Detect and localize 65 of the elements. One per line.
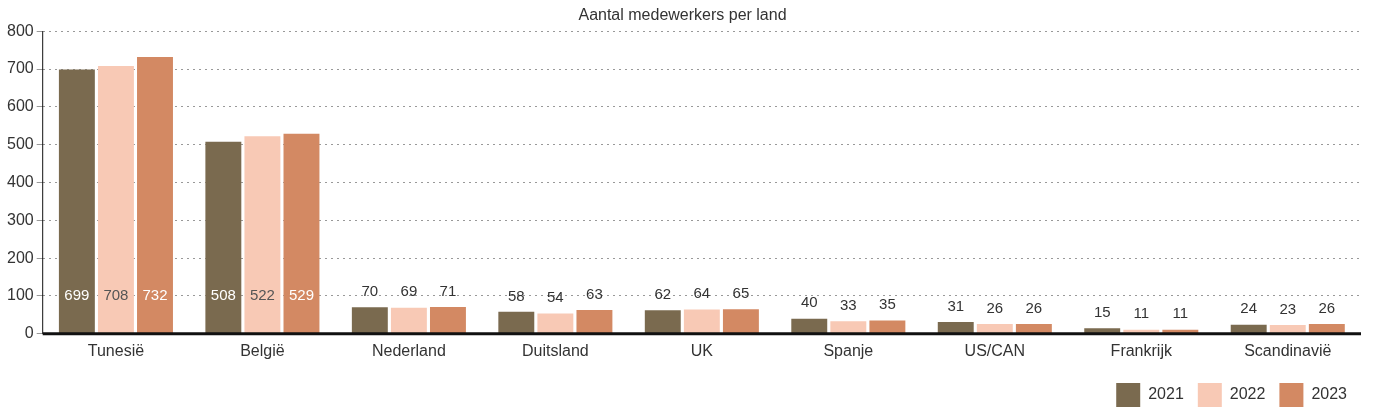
data-label: 71	[439, 281, 457, 299]
data-label: 33	[839, 295, 857, 313]
data-label: 11	[1133, 304, 1150, 322]
data-label: 708	[103, 285, 129, 303]
y-tick-label: 300	[6, 210, 34, 228]
bar	[205, 141, 242, 334]
data-label: 699	[64, 285, 90, 303]
y-tick-label: 400	[6, 172, 34, 190]
legend-label: 2021	[1148, 385, 1184, 403]
bar	[137, 56, 173, 334]
bar	[390, 307, 427, 334]
x-tick-label: Nederland	[371, 341, 446, 359]
bar	[644, 310, 681, 334]
bar	[498, 311, 535, 334]
data-label: 63	[586, 284, 603, 302]
chart-title: Aantal medewerkers per land	[578, 6, 787, 24]
y-tick-label: 200	[6, 248, 34, 266]
data-label: 529	[288, 285, 314, 303]
bar	[830, 321, 867, 334]
y-tick-label: 700	[6, 59, 34, 77]
data-label: 732	[142, 285, 168, 303]
legend-label: 2023	[1311, 385, 1348, 403]
y-tick-label: 500	[6, 135, 34, 153]
data-label: 11	[1172, 304, 1189, 322]
data-label: 23	[1279, 299, 1297, 317]
data-label: 26	[1025, 298, 1043, 316]
x-tick-label: Frankrijk	[1110, 341, 1173, 359]
bar	[429, 306, 466, 334]
data-label: 522	[249, 285, 275, 303]
data-label: 40	[800, 293, 818, 311]
bar	[283, 133, 320, 334]
x-tick-label: Duitsland	[522, 341, 589, 359]
bar	[58, 69, 95, 334]
y-tick-label: 600	[6, 97, 34, 115]
data-label: 24	[1240, 299, 1258, 317]
data-label: 26	[986, 298, 1004, 316]
y-tick-label: 800	[6, 21, 34, 39]
x-tick-label: Spanje	[823, 341, 874, 359]
data-label: 64	[693, 284, 711, 302]
bar	[722, 309, 759, 334]
data-label: 58	[507, 286, 525, 304]
data-label: 70	[361, 281, 379, 299]
data-label: 62	[654, 284, 672, 302]
bar	[244, 136, 281, 334]
x-tick-label: België	[240, 341, 285, 359]
x-tick-label: US/CAN	[964, 341, 1026, 359]
y-tick-label: 100	[6, 286, 34, 304]
bar	[576, 309, 613, 334]
data-label: 508	[210, 285, 236, 303]
x-tick-label: Tunesië	[87, 341, 145, 359]
legend-label: 2022	[1229, 385, 1266, 403]
bar	[97, 66, 134, 334]
data-label: 26	[1318, 298, 1336, 316]
x-tick-label: Scandinavië	[1244, 341, 1332, 359]
x-tick-label: UK	[690, 341, 714, 359]
data-label: 69	[400, 282, 418, 300]
y-tick-label: 0	[24, 324, 34, 342]
data-label: 31	[947, 296, 965, 314]
bar	[351, 307, 388, 334]
bar	[537, 313, 574, 334]
data-label: 65	[732, 283, 750, 301]
data-label: 35	[879, 295, 896, 313]
data-label: 15	[1093, 302, 1111, 320]
data-label: 54	[547, 288, 564, 306]
bar	[683, 309, 720, 334]
